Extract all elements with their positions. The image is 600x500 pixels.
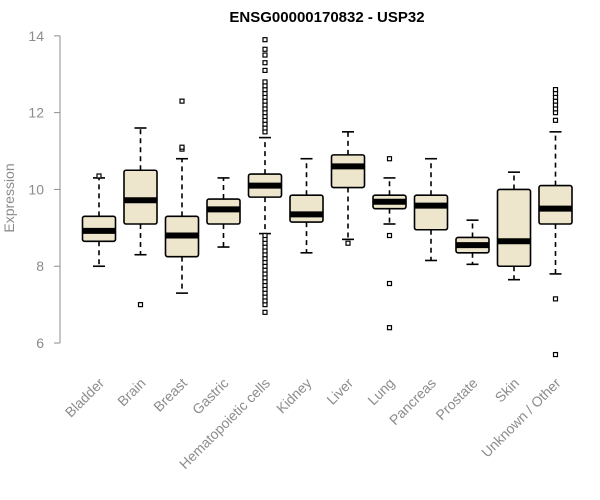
outlier-point	[262, 52, 268, 58]
box-unknown-other	[538, 86, 573, 358]
box-iqr	[538, 184, 573, 225]
y-axis-label: Expression	[1, 163, 17, 232]
outlier-point	[96, 173, 102, 179]
outlier-point	[262, 232, 268, 239]
y-tick-label: 12	[28, 105, 44, 121]
x-category-label: Unknown / Other	[478, 375, 564, 461]
x-category-label: Prostate	[432, 375, 480, 423]
outlier-point	[262, 46, 268, 52]
chart-title: ENSG00000170832 - USP32	[229, 9, 424, 26]
outlier-point	[552, 296, 559, 302]
box-gastric	[206, 177, 241, 248]
box-iqr	[123, 169, 158, 225]
outlier-point	[137, 302, 144, 308]
y-tick-label: 8	[36, 258, 44, 274]
x-category-label: Lung	[364, 375, 397, 408]
outlier-point	[262, 309, 268, 315]
box-brain	[123, 127, 158, 308]
outlier-point	[262, 37, 268, 43]
box-pancreas	[413, 157, 449, 262]
x-category-label: Breast	[150, 375, 190, 415]
box-prostate	[455, 219, 490, 266]
outlier-point	[262, 60, 268, 66]
box-iqr	[330, 154, 366, 189]
y-tick-label: 14	[28, 28, 44, 44]
outlier-point	[552, 86, 559, 93]
x-category-label: Liver	[323, 375, 356, 408]
outlier-point	[179, 98, 185, 104]
y-tick-label: 6	[36, 335, 44, 351]
outlier-point	[345, 240, 351, 246]
outlier-point	[262, 79, 268, 85]
x-category-label: Brain	[114, 375, 148, 409]
box-iqr	[413, 194, 449, 231]
plot-area	[81, 37, 573, 358]
outlier-point	[386, 232, 393, 239]
box-iqr	[289, 194, 324, 223]
box-breast	[164, 98, 200, 294]
box-liver	[330, 131, 366, 246]
y-tick-label: 10	[28, 181, 44, 197]
y-axis: 6 8 10 12 14	[28, 28, 61, 351]
box-lung	[372, 156, 407, 331]
x-category-label: Bladder	[62, 375, 108, 421]
outlier-point	[262, 67, 268, 74]
outlier-point	[552, 351, 559, 358]
x-category-label: Skin	[492, 375, 523, 406]
x-category-label: Kidney	[273, 375, 315, 417]
outlier-point	[386, 280, 393, 287]
box-hematopoietic-cells	[247, 37, 283, 315]
outlier-point	[386, 325, 393, 331]
box-bladder	[81, 173, 117, 268]
box-iqr	[496, 188, 532, 268]
box-kidney	[289, 157, 324, 254]
box-skin	[496, 171, 532, 281]
outlier-point	[179, 144, 185, 150]
outlier-point	[386, 156, 393, 162]
outlier-point	[552, 117, 559, 123]
